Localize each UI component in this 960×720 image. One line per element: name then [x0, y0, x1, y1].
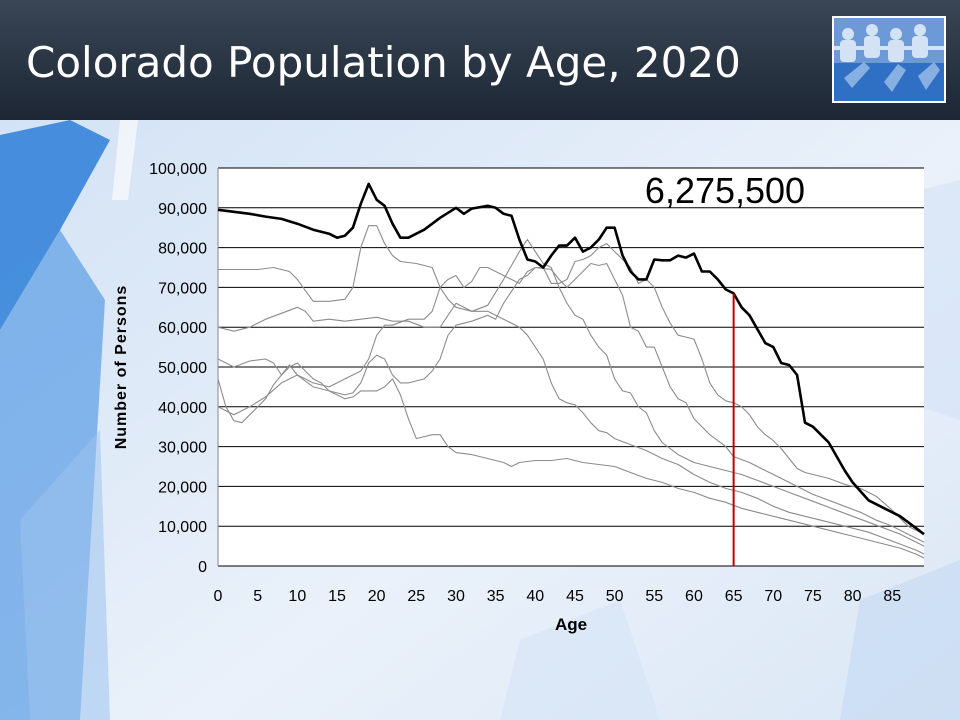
x-tick-label: 65 — [725, 588, 743, 605]
x-axis-ticks: 0 5 10 15 20 25 30 35 40 45 50 55 60 65 70 75 80 85 — [214, 588, 902, 605]
slide-header: Colorado Population by Age, 2020 — [0, 0, 960, 120]
y-tick-label: 30,000 — [158, 440, 207, 457]
y-tick-label: 100,000 — [149, 161, 207, 178]
gridlines — [217, 167, 924, 567]
series-line-cohort — [217, 374, 925, 559]
x-tick-label: 85 — [883, 588, 901, 605]
series-line-cohort — [217, 243, 925, 535]
y-axis-label: Number of Persons — [113, 285, 130, 450]
people-holding-hands-logo-icon — [832, 16, 946, 103]
x-tick-label: 0 — [214, 588, 223, 605]
x-tick-label: 15 — [328, 588, 346, 605]
x-tick-label: 55 — [645, 588, 663, 605]
x-tick-label: 80 — [844, 588, 862, 605]
series-line-cohort — [217, 262, 925, 543]
y-tick-label: 20,000 — [158, 479, 207, 496]
y-tick-label: 90,000 — [158, 201, 207, 218]
x-tick-label: 25 — [407, 588, 425, 605]
slide-title: Colorado Population by Age, 2020 — [26, 38, 741, 87]
series-line-cohort — [218, 225, 925, 555]
x-tick-label: 10 — [288, 588, 306, 605]
x-tick-label: 30 — [447, 588, 465, 605]
y-tick-label: 60,000 — [158, 320, 207, 337]
x-axis-label: Age — [555, 615, 587, 634]
x-tick-label: 45 — [566, 588, 584, 605]
series-line-cohort — [217, 239, 925, 547]
x-tick-label: 20 — [368, 588, 386, 605]
series-lines — [217, 182, 925, 559]
x-tick-label: 70 — [764, 588, 782, 605]
x-tick-label: 35 — [487, 588, 505, 605]
x-tick-label: 60 — [685, 588, 703, 605]
y-tick-label: 70,000 — [158, 280, 207, 297]
x-tick-label: 5 — [253, 588, 262, 605]
x-tick-label: 75 — [804, 588, 822, 605]
total-population-annotation: 6,275,500 — [645, 170, 805, 211]
x-tick-label: 40 — [526, 588, 544, 605]
series-line-total — [217, 182, 925, 536]
x-tick-label: 50 — [606, 588, 624, 605]
y-axis-ticks: 0 10,000 20,000 30,000 40,000 50,000 60,000 70,… — [149, 161, 207, 576]
y-tick-label: 10,000 — [158, 519, 207, 536]
y-tick-label: 50,000 — [158, 360, 207, 377]
y-tick-label: 40,000 — [158, 400, 207, 417]
y-tick-label: 80,000 — [158, 241, 207, 258]
y-tick-label: 0 — [198, 559, 207, 576]
